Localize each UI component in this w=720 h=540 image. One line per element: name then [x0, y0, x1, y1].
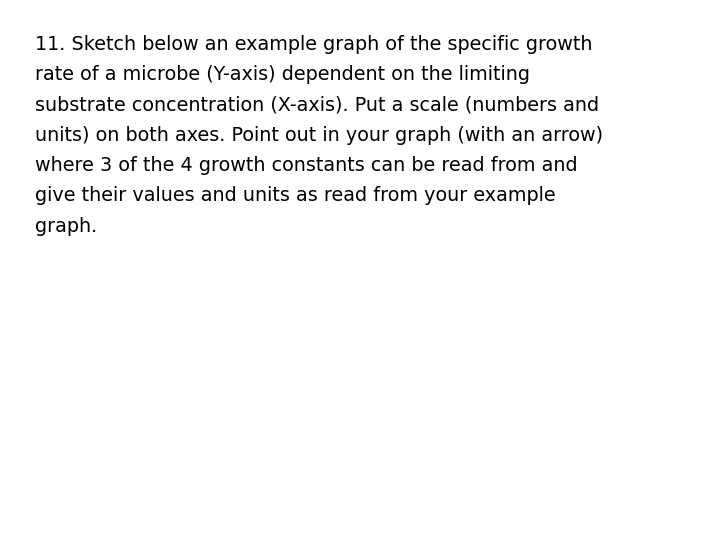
Text: 11. Sketch below an example graph of the specific growth
rate of a microbe (Y-ax: 11. Sketch below an example graph of the…	[35, 35, 603, 235]
